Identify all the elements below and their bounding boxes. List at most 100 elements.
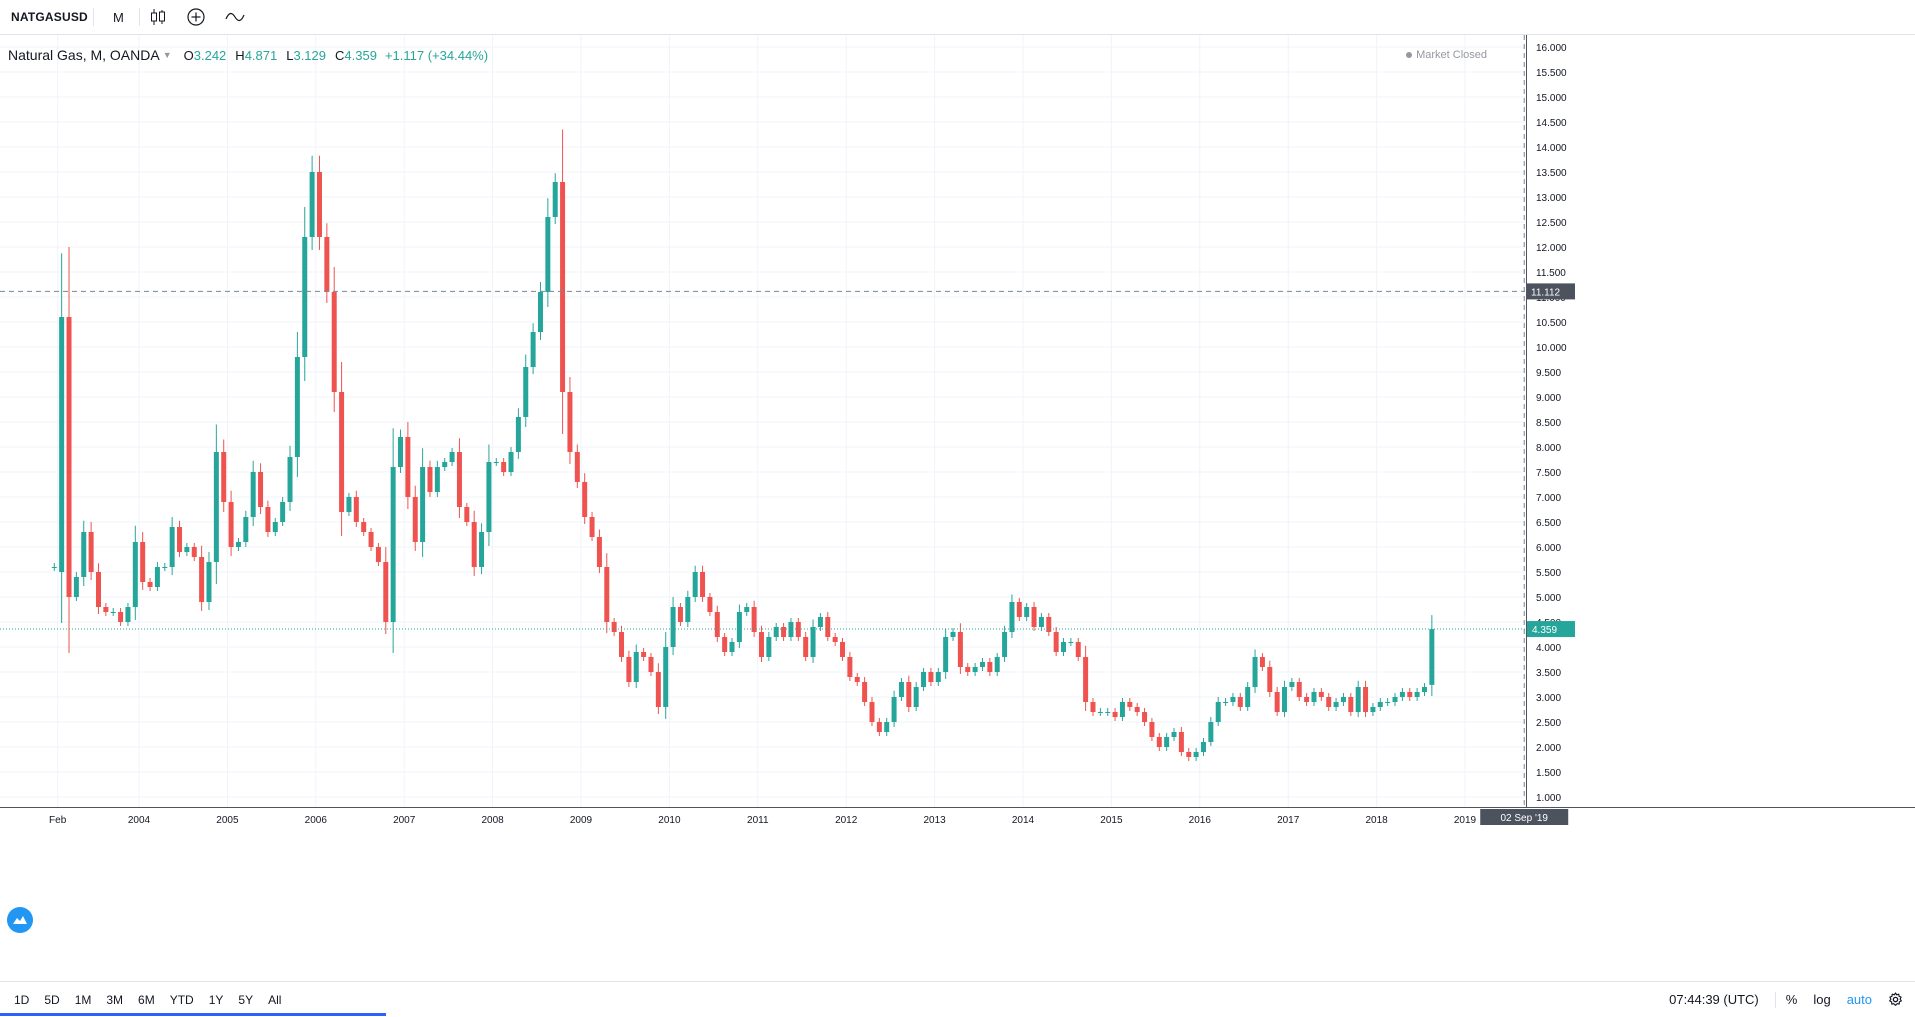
candle-up[interactable] (685, 597, 691, 622)
symbol-search-button[interactable]: NATGASUSD (11, 10, 88, 24)
candle-up[interactable] (280, 502, 286, 522)
candle-up[interactable] (744, 607, 750, 612)
candle-up[interactable] (162, 567, 168, 568)
candle-down[interactable] (832, 637, 838, 642)
candle-down[interactable] (582, 482, 588, 517)
candle-up[interactable] (891, 697, 897, 722)
candle-down[interactable] (368, 532, 374, 547)
candle-up[interactable] (110, 612, 116, 613)
candle-up[interactable] (994, 657, 1000, 672)
candle-up[interactable] (692, 572, 698, 597)
candle-down[interactable] (1083, 657, 1089, 702)
candle-up[interactable] (169, 527, 175, 567)
candle-up[interactable] (817, 617, 823, 627)
candle-down[interactable] (471, 522, 477, 567)
candle-up[interactable] (346, 497, 352, 512)
candle-down[interactable] (714, 612, 720, 637)
candle-up[interactable] (1061, 642, 1067, 652)
candle-down[interactable] (906, 682, 912, 707)
candle-up[interactable] (1171, 732, 1177, 737)
candle-down[interactable] (862, 682, 868, 702)
candle-down[interactable] (781, 627, 787, 637)
candle-up[interactable] (1208, 722, 1214, 742)
range-button-ytd[interactable]: YTD (169, 992, 194, 1007)
candle-down[interactable] (589, 517, 595, 537)
candle-up[interactable] (1193, 752, 1199, 757)
candle-up[interactable] (552, 182, 558, 217)
candle-up[interactable] (302, 237, 308, 357)
candle-up[interactable] (545, 217, 551, 292)
candle-up[interactable] (206, 562, 212, 602)
candle-down[interactable] (412, 497, 418, 542)
candle-down[interactable] (1127, 702, 1133, 707)
candle-up[interactable] (390, 467, 396, 622)
candle-up[interactable] (950, 632, 956, 637)
candle-down[interactable] (95, 572, 101, 607)
legend-title[interactable]: Natural Gas, M, OANDA (8, 47, 160, 63)
candle-down[interactable] (464, 507, 470, 522)
candle-up[interactable] (1392, 697, 1398, 702)
candle-up[interactable] (479, 532, 485, 567)
candle-up[interactable] (132, 542, 138, 607)
candle-up[interactable] (493, 462, 499, 463)
candle-up[interactable] (442, 462, 448, 467)
candle-down[interactable] (596, 537, 602, 567)
percent-scale-button[interactable]: % (1785, 992, 1798, 1007)
indicators-icon[interactable] (224, 6, 246, 28)
candle-up[interactable] (1215, 702, 1221, 722)
candles-icon[interactable] (147, 6, 169, 28)
candle-up[interactable] (1245, 687, 1251, 707)
candle-up[interactable] (125, 607, 131, 622)
range-button-6m[interactable]: 6M (138, 992, 155, 1007)
range-button-5y[interactable]: 5Y (238, 992, 254, 1007)
candle-down[interactable] (427, 467, 433, 492)
candle-up[interactable] (434, 467, 440, 492)
candle-up[interactable] (1024, 607, 1030, 617)
candle-up[interactable] (515, 417, 521, 452)
candle-down[interactable] (928, 672, 934, 682)
candle-down[interactable] (405, 437, 411, 497)
candle-up[interactable] (508, 452, 514, 472)
candle-down[interactable] (375, 547, 381, 562)
candle-up[interactable] (1399, 692, 1405, 697)
log-scale-button[interactable]: log (1813, 992, 1831, 1007)
range-button-all[interactable]: All (268, 992, 282, 1007)
price-chart[interactable]: 1.0001.5002.0002.5003.0003.5004.0004.500… (0, 35, 1915, 981)
candle-down[interactable] (501, 462, 507, 472)
candle-up[interactable] (1223, 702, 1229, 703)
candle-down[interactable] (1149, 722, 1155, 737)
candle-down[interactable] (199, 557, 205, 602)
candle-down[interactable] (677, 607, 683, 622)
candle-down[interactable] (88, 532, 94, 572)
range-button-3m[interactable]: 3M (106, 992, 124, 1007)
candle-down[interactable] (1053, 632, 1059, 652)
candle-up[interactable] (154, 567, 160, 587)
candle-down[interactable] (265, 507, 271, 532)
candle-down[interactable] (177, 527, 183, 552)
candle-up[interactable] (979, 662, 985, 667)
candle-down[interactable] (1267, 667, 1273, 692)
candle-down[interactable] (316, 172, 322, 237)
candle-up[interactable] (309, 172, 315, 237)
candle-down[interactable] (1016, 602, 1022, 617)
candle-down[interactable] (567, 392, 573, 452)
candle-down[interactable] (722, 637, 728, 652)
candle-down[interactable] (1112, 712, 1118, 717)
range-button-5d[interactable]: 5D (44, 992, 60, 1007)
candle-down[interactable] (987, 662, 993, 672)
candle-down[interactable] (331, 292, 337, 392)
candle-down[interactable] (1156, 737, 1162, 747)
range-button-1y[interactable]: 1Y (208, 992, 224, 1007)
candle-down[interactable] (147, 582, 153, 587)
candle-down[interactable] (803, 637, 809, 657)
candle-up[interactable] (943, 637, 949, 672)
candle-up[interactable] (884, 722, 890, 732)
candle-down[interactable] (1186, 752, 1192, 757)
candle-up[interactable] (766, 637, 772, 657)
candle-down[interactable] (118, 612, 124, 622)
candle-up[interactable] (51, 567, 57, 568)
candle-up[interactable] (1068, 642, 1074, 643)
candle-down[interactable] (1304, 697, 1310, 702)
candle-down[interactable] (191, 547, 197, 557)
candle-down[interactable] (847, 657, 853, 677)
